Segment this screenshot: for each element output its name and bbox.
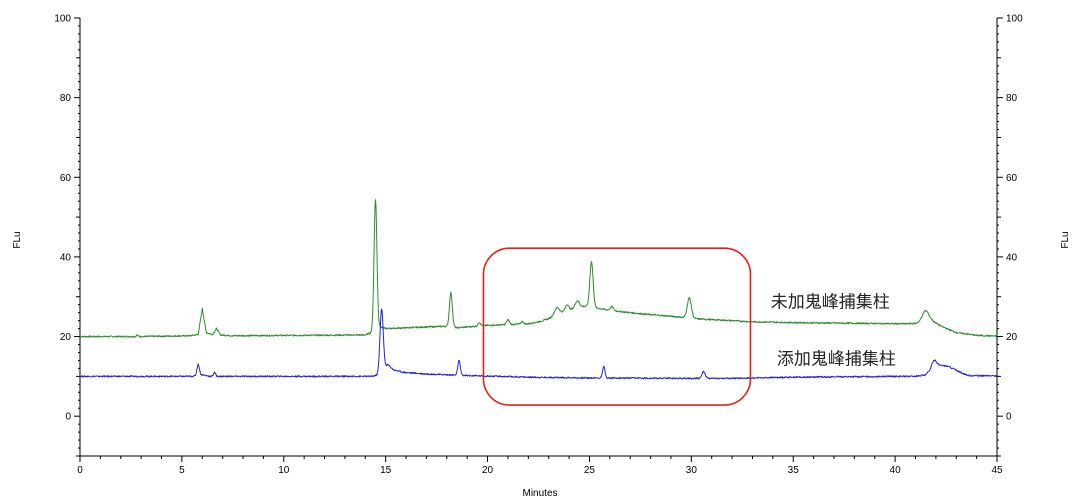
y-left-tick-label: 80 bbox=[60, 93, 72, 104]
series-layer bbox=[79, 199, 998, 380]
x-tick-label: 25 bbox=[584, 465, 596, 476]
highlight-box bbox=[482, 247, 752, 406]
y-axis-title-right: FLu bbox=[1060, 231, 1071, 248]
y-left-tick-label: 20 bbox=[60, 332, 72, 343]
y-left-tick-label: 0 bbox=[65, 412, 71, 423]
x-axis-title: Minutes bbox=[522, 488, 557, 499]
y-right-tick-label: 40 bbox=[1006, 252, 1018, 263]
x-tick-label: 30 bbox=[686, 465, 698, 476]
x-tick-label: 20 bbox=[482, 465, 494, 476]
x-tick-label: 45 bbox=[991, 465, 1003, 476]
series-annotation-1: 未加鬼峰捕集柱 bbox=[771, 292, 890, 312]
y-right-tick-label: 0 bbox=[1006, 412, 1012, 423]
series-line-2 bbox=[79, 308, 998, 380]
series-annotation-2: 添加鬼峰捕集柱 bbox=[777, 349, 896, 369]
x-tick-label: 5 bbox=[179, 465, 185, 476]
y-axis-title-left: FLu bbox=[12, 231, 23, 248]
y-right-tick-label: 80 bbox=[1006, 93, 1018, 104]
y-right-tick-label: 100 bbox=[1006, 14, 1023, 25]
x-tick-label: 10 bbox=[278, 465, 290, 476]
series-line-1 bbox=[79, 199, 998, 338]
x-axis-ticks: 0 5 10 15 20 25 30 35 40 45 bbox=[77, 456, 1003, 476]
x-tick-label: 35 bbox=[788, 465, 800, 476]
y-left-tick-label: 40 bbox=[60, 252, 72, 263]
y-axis-right-ticks: 0 20 40 60 80 100 bbox=[997, 14, 1023, 457]
highlight-layer bbox=[482, 247, 752, 406]
y-left-tick-label: 100 bbox=[54, 14, 71, 25]
plot-frame bbox=[79, 18, 998, 457]
x-tick-label: 15 bbox=[380, 465, 392, 476]
y-right-tick-label: 20 bbox=[1006, 332, 1018, 343]
y-left-tick-label: 60 bbox=[60, 173, 72, 184]
y-axis-left-ticks: 0 20 40 60 80 100 bbox=[54, 14, 80, 457]
x-tick-label: 40 bbox=[890, 465, 902, 476]
y-right-tick-label: 60 bbox=[1006, 173, 1018, 184]
x-tick-label: 0 bbox=[77, 465, 83, 476]
